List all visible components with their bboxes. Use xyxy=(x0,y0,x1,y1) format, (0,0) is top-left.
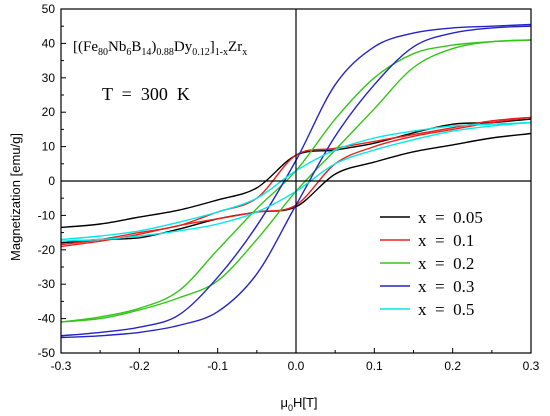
y-tick-label: 10 xyxy=(42,140,56,154)
y-tick-label: 40 xyxy=(42,36,56,50)
y-tick-label: -30 xyxy=(38,277,56,291)
y-tick-label: -40 xyxy=(38,312,56,326)
y-tick-label: 30 xyxy=(42,71,56,85)
legend-label: x = 0.1 xyxy=(418,231,474,250)
y-tick-label: -20 xyxy=(38,243,56,257)
x-tick-label: 0.3 xyxy=(523,359,540,373)
temperature-label: T = 300 K xyxy=(102,84,190,104)
y-tick-label: 20 xyxy=(42,105,56,119)
y-tick-labels: -50 -40 -30 -20 -10 0 10 20 30 40 50 xyxy=(38,2,56,360)
legend-label: x = 0.05 xyxy=(418,208,483,227)
x-tick-label: -0.1 xyxy=(207,359,228,373)
y-tick-label: -10 xyxy=(38,208,56,222)
y-tick-label: 50 xyxy=(42,2,56,16)
x-tick-label: -0.2 xyxy=(129,359,150,373)
x-tick-label: -0.3 xyxy=(51,359,72,373)
legend-label: x = 0.5 xyxy=(418,300,474,319)
x-tick-label: 0.0 xyxy=(288,359,305,373)
x-tick-label: 0.1 xyxy=(366,359,383,373)
legend-label: x = 0.2 xyxy=(418,254,474,273)
legend-label: x = 0.3 xyxy=(418,277,474,296)
legend: x = 0.05 x = 0.1 x = 0.2 x = 0.3 x = 0.5 xyxy=(380,208,483,319)
x-axis-title: μ0H[T] xyxy=(280,395,317,413)
y-tick-label: 0 xyxy=(48,174,55,188)
x-tick-label: 0.2 xyxy=(444,359,461,373)
y-axis-title: Magnetization [emu/g] xyxy=(8,133,23,261)
y-tick-label: -50 xyxy=(38,346,56,360)
composition-formula: [(Fe80Nb6B14)0.88Dy0.12]1-xZrx xyxy=(73,39,247,58)
x-tick-labels: -0.3 -0.2 -0.1 0.0 0.1 0.2 0.3 xyxy=(51,359,540,373)
